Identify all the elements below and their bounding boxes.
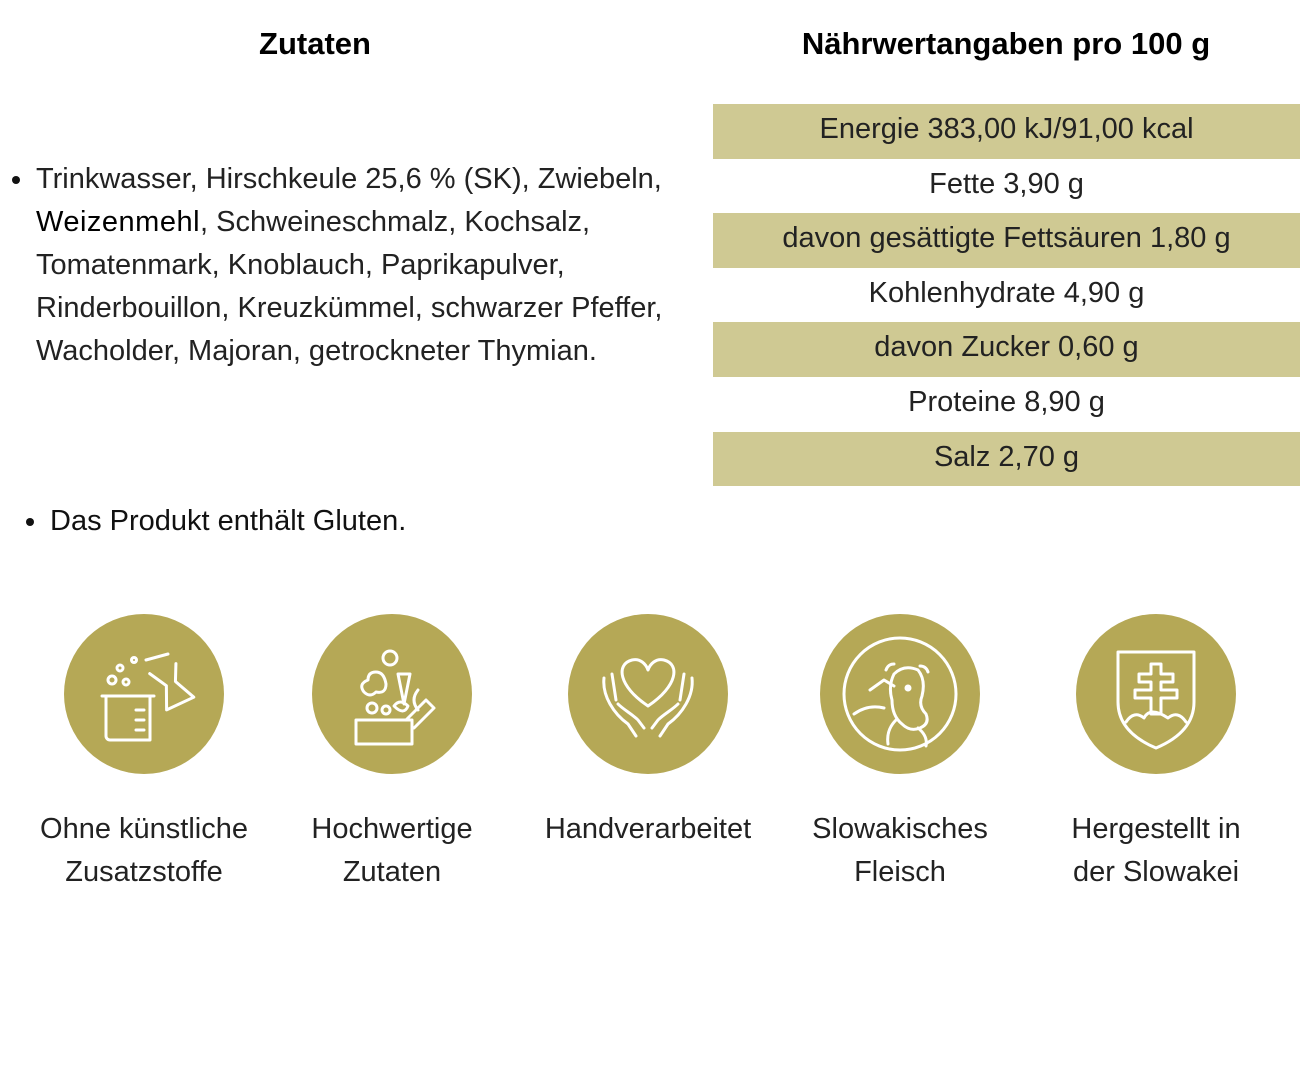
- badge-no-additives: Ohne künstliche Zusatzstoffe: [14, 614, 274, 894]
- slovak-coat-of-arms-icon: [1116, 650, 1196, 750]
- nutrition-row-protein: Proteine 8,90 g: [908, 385, 1105, 418]
- gluten-note: Das Produkt enthält Gluten.: [25, 500, 406, 543]
- allergen-weizenmehl: Weizenmehl: [36, 206, 201, 238]
- hands-heart-icon: [602, 658, 694, 738]
- nutrition-table: Energie 383,00 kJ/91,00 kcal Fette 3,90 …: [713, 104, 1300, 487]
- ingredients-text-before: Trinkwasser, Hirschkeule 25,6 % (SK), Zw…: [36, 163, 662, 195]
- cow-icon: [842, 636, 958, 752]
- ingredients-heading: Zutaten: [259, 26, 371, 61]
- badge-circle: [820, 614, 980, 774]
- vegetables-icon: [354, 649, 436, 746]
- badge-circle: [568, 614, 728, 774]
- badge-slovak-meat: Slowakisches Fleisch: [770, 614, 1030, 894]
- ingredients-list: Trinkwasser, Hirschkeule 25,6 % (SK), Zw…: [12, 158, 696, 373]
- nutrition-row-fat: Fette 3,90 g: [929, 167, 1084, 200]
- nutrition-heading: Nährwertangaben pro 100 g: [801, 26, 1211, 61]
- nutrition-row-energy: Energie 383,00 kJ/91,00 kcal: [713, 104, 1300, 159]
- badge-handmade: Handverarbeitet: [518, 614, 778, 851]
- badge-quality-ingredients: Hochwertige Zutaten: [262, 614, 522, 894]
- nutrition-row-sugar: davon Zucker 0,60 g: [713, 322, 1300, 377]
- lab-flask-icon: [100, 652, 196, 742]
- nutrition-row-saturated-fat: davon gesättigte Fettsäuren 1,80 g: [713, 213, 1300, 268]
- nutrition-row-salt: Salz 2,70 g: [713, 431, 1300, 487]
- badge-label: Hochwertige Zutaten: [311, 813, 473, 888]
- badge-label: Handverarbeitet: [544, 813, 752, 845]
- ingredients-text-after: , Schweineschmalz, Kochsalz, Tomatenmark…: [36, 206, 663, 367]
- badge-label: Ohne künstliche Zusatzstoffe: [40, 813, 248, 888]
- badge-label: Hergestellt in der Slowakei: [1071, 813, 1241, 888]
- badge-circle: [64, 614, 224, 774]
- badge-circle: [1076, 614, 1236, 774]
- nutrition-row-carbohydrates: Kohlenhydrate 4,90 g: [868, 276, 1145, 309]
- badge-made-in-slovakia: Hergestellt in der Slowakei: [1026, 614, 1286, 894]
- badge-circle: [312, 614, 472, 774]
- ingredients-item: Trinkwasser, Hirschkeule 25,6 % (SK), Zw…: [12, 158, 696, 373]
- badge-label: Slowakisches Fleisch: [812, 813, 988, 888]
